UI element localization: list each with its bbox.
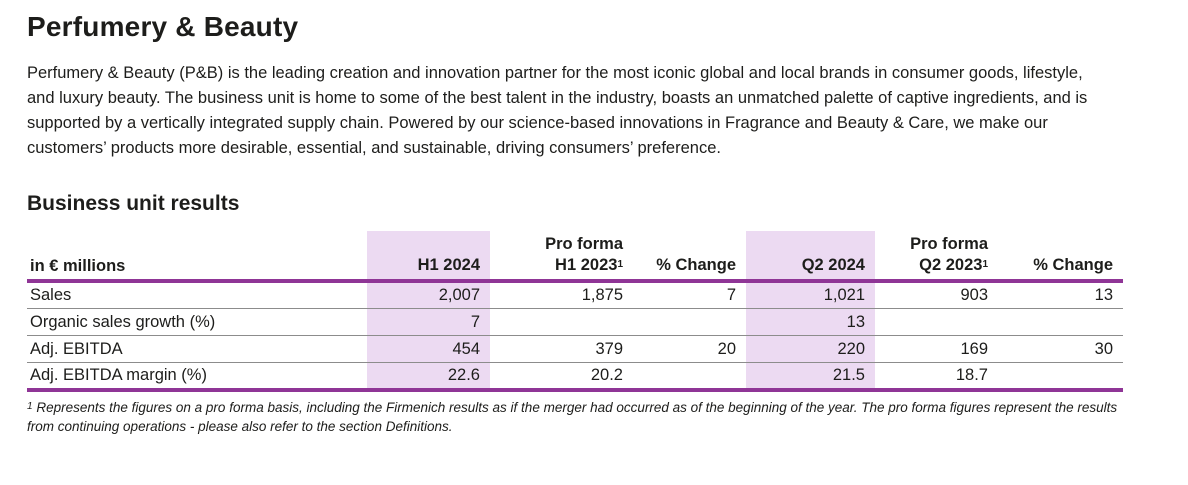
unit-label: in € millions <box>30 257 126 275</box>
column-header-preline: Pro forma <box>910 235 988 253</box>
column-header-pct-change-h1: % Change <box>633 231 746 281</box>
footnote-marker: 1 <box>617 259 623 270</box>
cell-value <box>490 309 633 336</box>
table-row-adj-ebitda-margin: Adj. EBITDA margin (%) 22.6 20.2 21.5 18… <box>27 362 1123 391</box>
column-header-label: H1 2024 <box>417 256 480 274</box>
business-unit-results-table: in € millions H1 2024 Pro forma H1 20231… <box>27 231 1123 392</box>
intro-paragraph: Perfumery & Beauty (P&B) is the leading … <box>27 64 1088 157</box>
column-header-label: % Change <box>656 256 736 274</box>
cell-value: 13 <box>746 308 875 336</box>
column-header-preline <box>998 234 1113 255</box>
column-header-label: H1 2023 <box>555 256 618 274</box>
column-header-h1-2024: H1 2024 <box>367 231 490 281</box>
row-label: Adj. EBITDA <box>30 339 123 358</box>
table-header-row: in € millions H1 2024 Pro forma H1 20231… <box>27 231 1123 281</box>
cell-value: 454 <box>367 335 490 363</box>
page-title: Perfumery & Beauty <box>27 11 299 42</box>
cell-value: 379 <box>595 339 623 358</box>
cell-value: 21.5 <box>746 362 875 390</box>
footnote-marker: 1 <box>27 401 33 412</box>
cell-value <box>998 363 1123 391</box>
row-label: Adj. EBITDA margin (%) <box>30 366 207 384</box>
cell-value: 30 <box>1094 339 1113 358</box>
cell-value: 169 <box>960 339 988 358</box>
footnote: 1 Represents the figures on a pro forma … <box>27 398 1123 436</box>
section-title: Business unit results <box>27 192 240 215</box>
row-label: Organic sales growth (%) <box>30 312 216 331</box>
table-row-adj-ebitda: Adj. EBITDA 454 379 20 220 169 30 <box>27 335 1123 363</box>
column-header-proforma-q2-2023: Pro forma Q2 20231 <box>875 231 998 281</box>
footnote-marker: 1 <box>982 259 988 270</box>
row-label: Sales <box>30 286 72 304</box>
column-header-preline <box>746 234 865 255</box>
table-row-sales: Sales 2,007 1,875 7 1,021 903 13 <box>27 281 1123 309</box>
cell-value: 2,007 <box>367 281 490 309</box>
table-row-organic-sales-growth: Organic sales growth (%) 7 13 <box>27 308 1123 336</box>
cell-value <box>633 309 746 336</box>
cell-value: 220 <box>746 335 875 363</box>
cell-value: 7 <box>726 286 736 304</box>
cell-value: 22.6 <box>367 362 490 390</box>
column-header-preline <box>367 234 480 255</box>
column-header-label: % Change <box>1033 256 1113 274</box>
cell-value <box>633 363 746 391</box>
cell-value: 903 <box>960 286 988 304</box>
cell-value <box>875 309 998 336</box>
cell-value <box>998 309 1123 336</box>
column-header-preline <box>633 234 736 255</box>
footnote-text: Represents the figures on a pro forma ba… <box>27 400 1118 434</box>
column-header-label: Q2 2023 <box>919 256 983 274</box>
column-header-pct-change-q2: % Change <box>998 231 1123 281</box>
column-header-preline: Pro forma <box>545 235 623 253</box>
column-header-label: Q2 2024 <box>801 256 865 274</box>
cell-value: 7 <box>367 308 490 336</box>
cell-value: 1,875 <box>581 286 623 304</box>
cell-value: 20 <box>717 339 736 358</box>
cell-value: 20.2 <box>590 366 623 384</box>
cell-value: 13 <box>1094 286 1113 304</box>
cell-value: 18.7 <box>955 366 988 384</box>
column-header-proforma-h1-2023: Pro forma H1 20231 <box>490 231 633 281</box>
cell-value: 1,021 <box>746 281 875 309</box>
column-header-q2-2024: Q2 2024 <box>746 231 875 281</box>
